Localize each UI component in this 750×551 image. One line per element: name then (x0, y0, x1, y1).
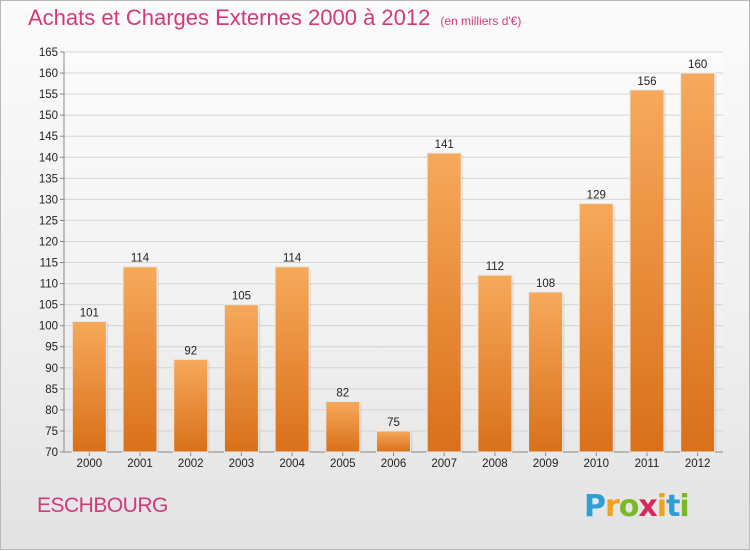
logo-letter: o (618, 489, 640, 524)
bar-2005 (325, 400, 361, 453)
y-tick-label: 110 (40, 279, 58, 291)
bar-2010 (578, 203, 614, 453)
x-tick-label-2005: 2005 (330, 458, 356, 470)
bar-2007 (426, 152, 462, 453)
y-tick-label: 125 (39, 215, 58, 227)
x-tick-label-2000: 2000 (77, 458, 103, 470)
value-label-2009: 108 (536, 278, 555, 290)
bar-2006 (376, 430, 411, 453)
x-tick-label-2002: 2002 (178, 458, 204, 470)
y-tick-label: 120 (39, 236, 58, 248)
value-label-2007: 141 (435, 139, 454, 151)
bar-2000 (71, 320, 107, 453)
x-tick-label-2012: 2012 (685, 458, 711, 470)
y-tick-label: 75 (45, 426, 58, 438)
y-tick-label: 90 (45, 363, 58, 375)
y-tick-label: 85 (45, 384, 58, 396)
y-tick-label: 135 (39, 173, 58, 185)
chart-title-block: Achats et Charges Externes 2000 à 2012 (e… (28, 5, 521, 31)
x-tick-label-2011: 2011 (635, 458, 660, 470)
y-tick-label: 155 (39, 89, 58, 101)
x-tick-label-2009: 2009 (533, 458, 559, 470)
value-label-2002: 92 (184, 345, 197, 357)
bar-2009 (528, 291, 564, 453)
value-label-2010: 129 (587, 190, 606, 202)
x-tick-label-2004: 2004 (279, 458, 305, 470)
value-label-2008: 112 (486, 261, 504, 273)
logo-letter: P (584, 489, 606, 524)
y-tick-label: 140 (39, 152, 58, 164)
bar-2008 (477, 274, 513, 453)
value-label-2003: 105 (232, 291, 251, 303)
y-tick-label: 105 (39, 300, 58, 312)
bar-2002 (173, 358, 209, 453)
commune-name: ESCHBOURG (37, 494, 168, 517)
y-tick-label: 145 (39, 131, 58, 143)
logo-letter: t (666, 489, 680, 524)
y-tick-label: 80 (45, 405, 58, 417)
bar-2003 (223, 304, 259, 453)
labels: 70 75 80 85 90 95 100 105 110 115 120 125 130 135 140 1… (39, 47, 711, 470)
x-tick-label-2010: 2010 (583, 458, 609, 470)
bar-2011 (629, 89, 665, 453)
x-tick-label-2001: 2001 (127, 458, 153, 470)
x-tick-label-2008: 2008 (482, 458, 508, 470)
bar-2012 (680, 72, 716, 453)
value-label-2011: 156 (637, 76, 656, 88)
logo-letter: i (656, 489, 667, 524)
y-tick-label: 130 (39, 194, 58, 206)
x-tick-label-2007: 2007 (431, 458, 457, 470)
value-label-2004: 114 (283, 253, 302, 265)
bar-2004 (274, 266, 310, 453)
y-tick-label: 95 (45, 342, 58, 354)
value-label-2012: 160 (688, 59, 707, 71)
chart-title: Achats et Charges Externes 2000 à 2012 (28, 5, 431, 30)
plot-area (64, 52, 723, 452)
y-tick-label: 70 (45, 447, 58, 459)
value-label-2000: 101 (80, 307, 99, 319)
proxiti-logo[interactable]: Proxiti (584, 489, 690, 524)
logo-letter: i (679, 489, 689, 524)
y-tick-label: 100 (39, 321, 58, 333)
chart-unit: (en milliers d'€) (440, 14, 522, 28)
y-tick-label: 160 (39, 68, 58, 80)
value-label-2001: 114 (131, 253, 150, 265)
logo-letter: x (638, 489, 657, 524)
value-label-2006: 75 (387, 417, 400, 429)
y-tick-label: 165 (39, 47, 58, 59)
logo-letter: r (605, 489, 620, 524)
bars (71, 72, 717, 453)
y-tick-label: 150 (39, 110, 58, 122)
bar-2001 (122, 266, 158, 453)
y-tick-label: 115 (40, 258, 58, 270)
x-tick-label-2003: 2003 (229, 458, 255, 470)
value-label-2005: 82 (336, 387, 349, 399)
grid-lines (64, 51, 723, 452)
x-tick-label-2006: 2006 (381, 458, 407, 470)
